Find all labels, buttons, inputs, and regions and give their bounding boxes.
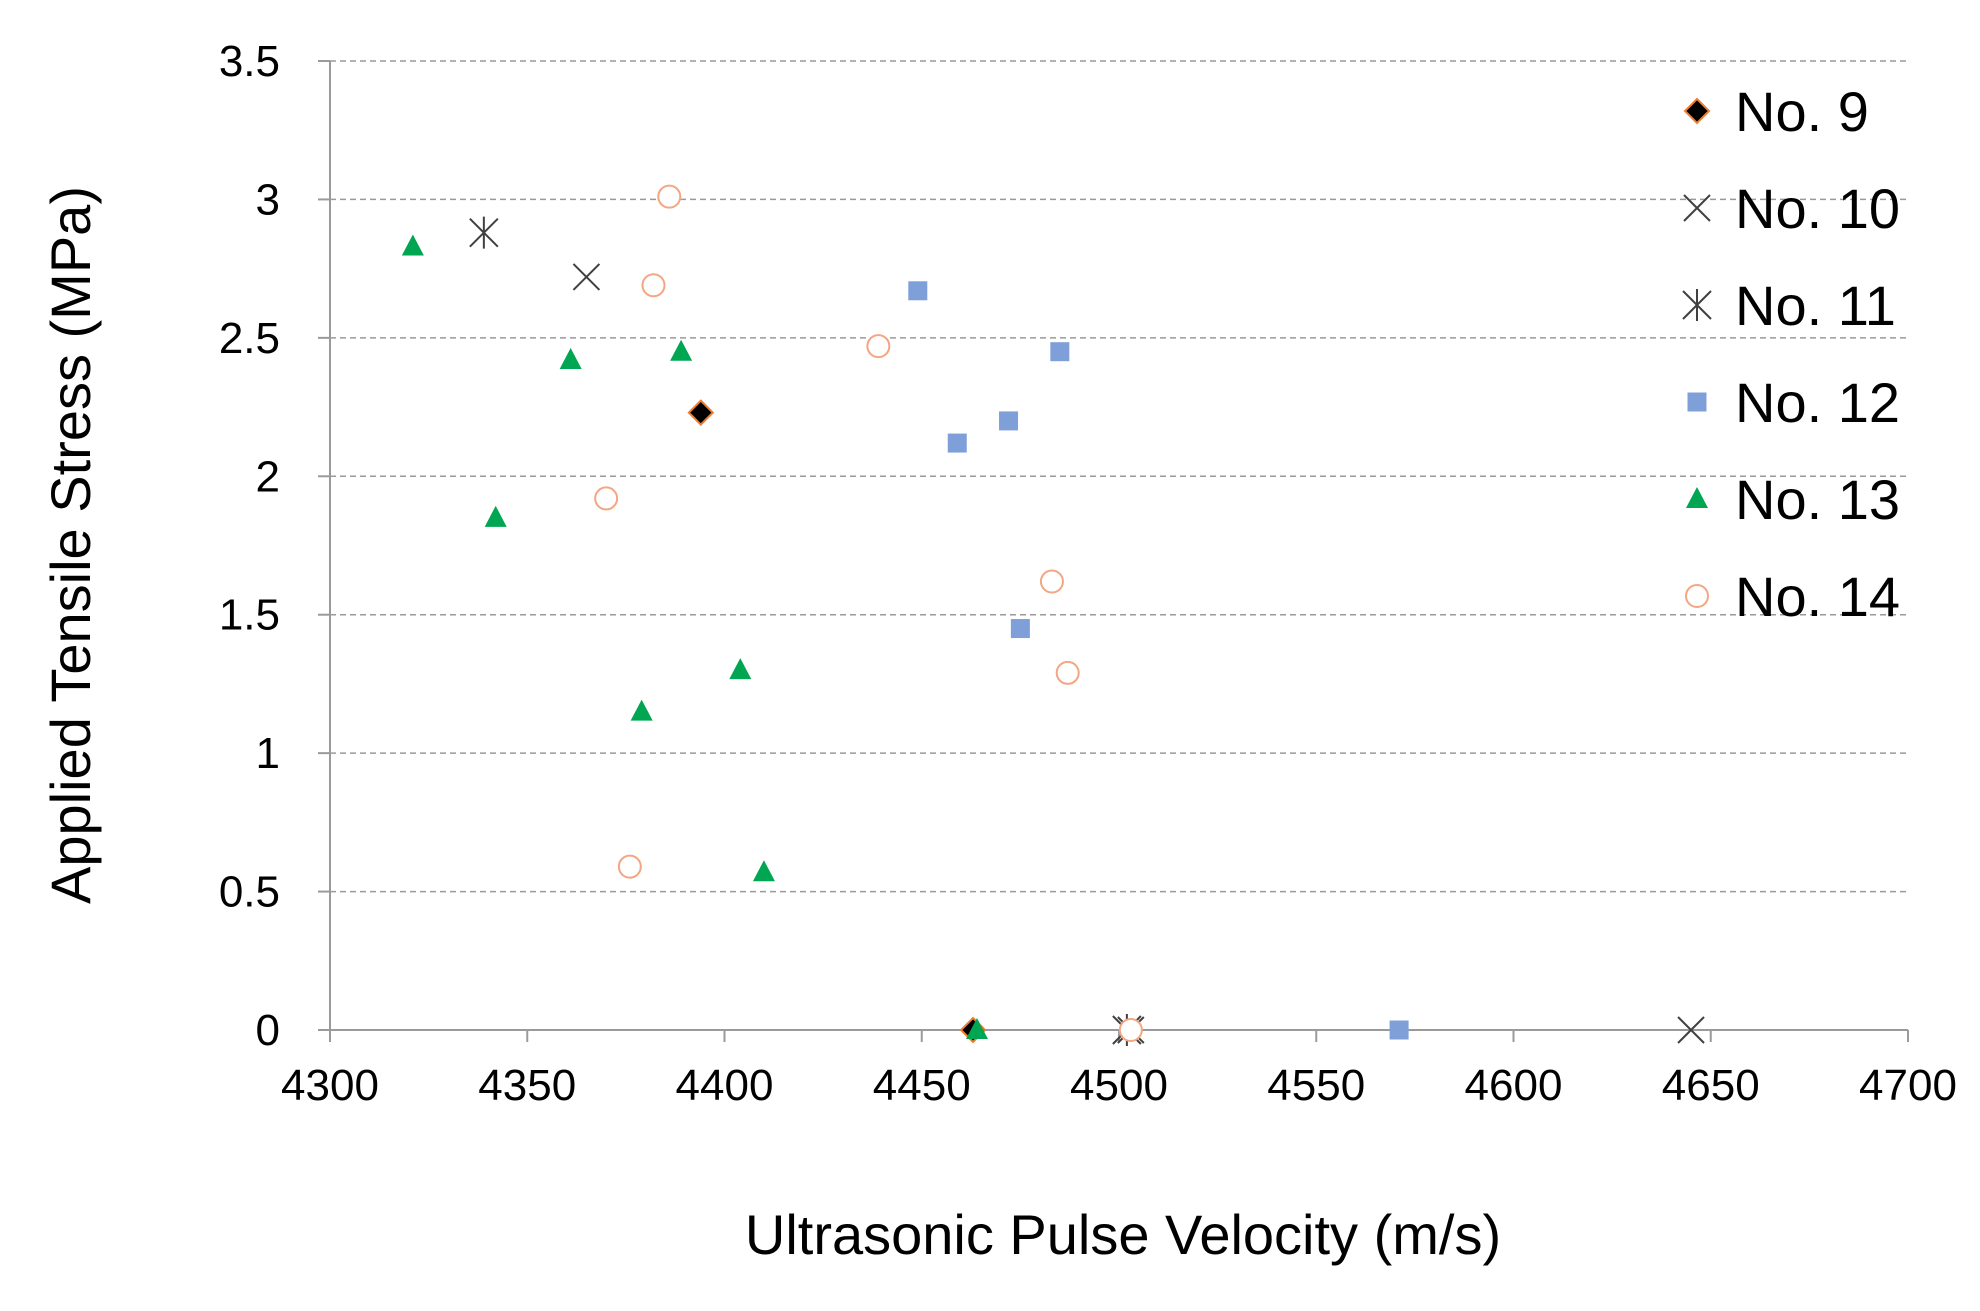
series-no-9 — [687, 399, 987, 1044]
x-tick-label: 4500 — [1070, 1061, 1168, 1110]
gridlines — [330, 60, 1908, 893]
point-no-14 — [641, 273, 666, 298]
x-tick-label: 4350 — [478, 1061, 576, 1110]
point-no-12 — [908, 281, 928, 301]
point-no-13 — [670, 339, 693, 361]
series-no-11 — [469, 216, 1142, 1046]
legend-label: No. 14 — [1735, 565, 1900, 628]
y-axis-title: Applied Tensile Stress (MPa) — [39, 186, 102, 904]
point-no-9 — [687, 399, 715, 427]
series-no-14 — [594, 184, 1143, 1042]
legend-marker-no-11 — [1682, 289, 1712, 321]
x-tick-label: 4300 — [281, 1061, 379, 1110]
series-no-12 — [908, 281, 1409, 1040]
point-no-14 — [657, 184, 682, 209]
y-tick-label: 3 — [256, 175, 280, 224]
point-no-14 — [1118, 1018, 1143, 1042]
point-no-12 — [1050, 342, 1070, 362]
y-tick-label: 2.5 — [219, 314, 280, 363]
y-tick-label: 0.5 — [219, 868, 280, 917]
point-no-12 — [999, 411, 1019, 431]
series-no-13 — [401, 234, 988, 1039]
point-no-12 — [1389, 1020, 1409, 1040]
point-no-13 — [630, 699, 653, 721]
legend-marker-no-13 — [1686, 487, 1708, 508]
legend-marker-no-12 — [1687, 392, 1707, 412]
x-tick-label: 4450 — [873, 1061, 971, 1110]
legend-item-no-11: No. 11 — [1682, 274, 1896, 337]
point-no-13 — [729, 658, 752, 680]
legend-label: No. 9 — [1735, 80, 1869, 143]
x-tick-label: 4650 — [1662, 1061, 1760, 1110]
x-tick-label: 4700 — [1859, 1061, 1957, 1110]
legend-item-no-10: No. 10 — [1683, 177, 1900, 240]
point-no-14 — [594, 486, 619, 511]
legend-label: No. 12 — [1735, 371, 1900, 434]
legend-marker-no-14 — [1685, 584, 1709, 608]
legend: No. 9 No. 10 No. 11 No. 12 No. 13 No. 14 — [1682, 80, 1900, 628]
point-no-14 — [617, 854, 642, 879]
legend-label: No. 13 — [1735, 468, 1900, 531]
y-tick-label: 0 — [256, 1006, 280, 1055]
legend-marker-no-9 — [1683, 97, 1711, 125]
legend-label: No. 11 — [1735, 274, 1896, 337]
point-no-13 — [965, 1018, 988, 1039]
x-tick-label: 4400 — [676, 1061, 774, 1110]
point-no-13 — [401, 234, 424, 256]
x-tick-label: 4550 — [1267, 1061, 1365, 1110]
point-no-13 — [559, 348, 582, 370]
point-no-12 — [1010, 619, 1030, 639]
tick-labels: 4300 4350 4400 4450 4500 4550 4600 4650 4700 0 0.5… — [219, 37, 1957, 1110]
point-no-10 — [572, 263, 601, 291]
y-tick-label: 1 — [256, 729, 280, 778]
axes — [318, 60, 1909, 1042]
point-no-14 — [1055, 660, 1080, 685]
series-no-10 — [572, 263, 1705, 1044]
y-tick-label: 2 — [256, 452, 280, 501]
legend-item-no-13: No. 13 — [1686, 468, 1900, 531]
point-no-14 — [1039, 569, 1064, 594]
x-axis-title: Ultrasonic Pulse Velocity (m/s) — [745, 1203, 1501, 1266]
point-no-11 — [469, 216, 499, 249]
data-points — [401, 184, 1705, 1046]
point-no-13 — [752, 860, 775, 882]
y-tick-label: 3.5 — [219, 37, 280, 86]
x-tick-label: 4600 — [1465, 1061, 1563, 1110]
legend-item-no-9: No. 9 — [1683, 80, 1869, 143]
legend-item-no-12: No. 12 — [1687, 371, 1900, 434]
legend-item-no-14: No. 14 — [1685, 565, 1900, 628]
legend-marker-no-10 — [1683, 194, 1711, 222]
y-tick-label: 1.5 — [219, 591, 280, 640]
legend-label: No. 10 — [1735, 177, 1900, 240]
point-no-12 — [947, 433, 967, 453]
point-no-10 — [1677, 1016, 1705, 1044]
point-no-14 — [866, 334, 891, 359]
point-no-13 — [484, 505, 507, 527]
